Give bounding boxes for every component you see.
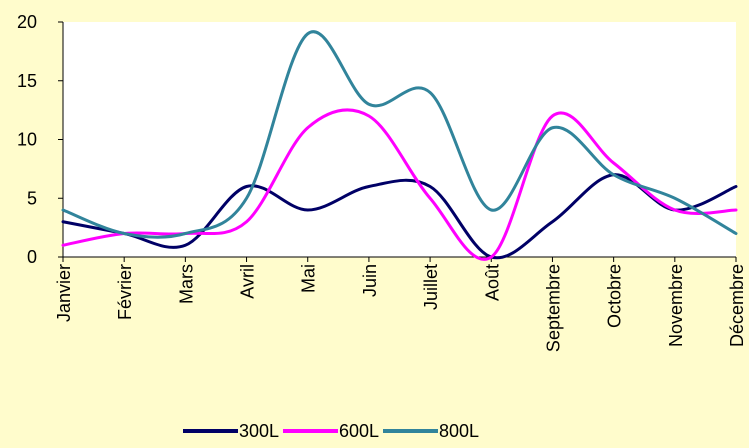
data-point-300L [245,185,248,188]
data-point-300L [429,185,432,188]
data-point-800L [490,209,493,212]
data-point-600L [490,256,493,259]
data-point-300L [306,209,309,212]
legend: 300L 600L 800L [183,421,479,441]
data-point-800L [306,32,309,35]
data-point-600L [673,209,676,212]
data-point-600L [367,115,370,118]
data-point-800L [184,232,187,235]
series-line-800L [61,30,738,239]
data-point-600L [245,220,248,223]
x-tick-label: Janvier [54,264,74,322]
data-point-800L [245,197,248,200]
data-point-800L [551,126,554,129]
data-point-600L [735,209,738,212]
series-lines [61,30,738,261]
x-tick-label: Décembre [727,264,747,347]
x-tick-label: Février [115,264,135,320]
data-point-800L [673,197,676,200]
data-point-600L [306,126,309,129]
x-axis-ticks: Janvier Février Mars Avril Mai Juin Juillet Aoû… [54,257,747,352]
data-point-300L [62,220,65,223]
y-tick-label: 10 [17,130,37,150]
x-tick-label: Novembre [666,264,686,347]
legend-label-800L: 800L [439,421,479,441]
data-point-800L [62,209,65,212]
data-point-300L [367,185,370,188]
data-point-600L [551,115,554,118]
y-tick-label: 0 [27,247,37,267]
series-line-300L [61,173,738,260]
x-tick-label: Août [482,264,502,301]
x-tick-label: Juin [360,264,380,297]
data-point-600L [429,197,432,200]
data-point-800L [367,103,370,106]
legend-label-600L: 600L [339,421,379,441]
x-tick-label: Avril [238,264,258,299]
data-point-800L [612,173,615,176]
data-point-800L [735,232,738,235]
x-tick-label: Mai [299,264,319,293]
x-tick-label: Octobre [605,264,625,328]
y-axis-ticks: 0 5 10 15 20 [17,12,63,267]
plot-area [63,22,736,257]
data-point-600L [612,162,615,165]
data-point-300L [184,244,187,247]
y-tick-label: 20 [17,12,37,32]
legend-label-300L: 300L [239,421,279,441]
data-point-600L [62,244,65,247]
x-tick-label: Mars [176,264,196,304]
y-tick-label: 5 [27,188,37,208]
data-point-300L [551,220,554,223]
data-point-800L [429,91,432,94]
data-point-800L [123,232,126,235]
y-tick-label: 15 [17,71,37,91]
x-tick-label: Septembre [543,264,563,352]
x-tick-label: Juillet [421,264,441,310]
data-point-300L [735,185,738,188]
